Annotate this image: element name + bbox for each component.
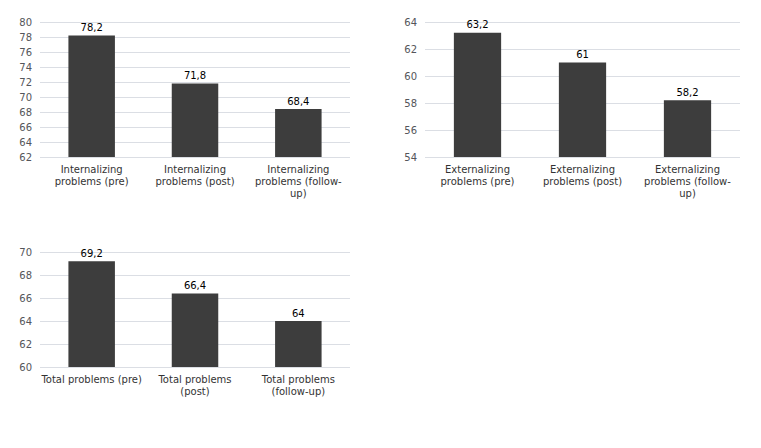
svg-text:64: 64 bbox=[292, 308, 305, 319]
svg-text:66: 66 bbox=[19, 122, 32, 133]
svg-text:up): up) bbox=[290, 188, 307, 199]
svg-text:Total problems: Total problems bbox=[261, 374, 335, 385]
svg-text:60: 60 bbox=[404, 71, 417, 82]
svg-text:up): up) bbox=[679, 188, 696, 199]
svg-text:80: 80 bbox=[19, 17, 32, 28]
svg-text:(post): (post) bbox=[180, 386, 209, 397]
svg-text:Externalizing: Externalizing bbox=[655, 164, 720, 175]
svg-text:64: 64 bbox=[19, 316, 32, 327]
svg-text:58: 58 bbox=[404, 98, 417, 109]
svg-text:62: 62 bbox=[19, 152, 32, 163]
svg-text:problems (pre): problems (pre) bbox=[55, 176, 129, 187]
svg-text:76: 76 bbox=[19, 47, 32, 58]
svg-text:68: 68 bbox=[19, 107, 32, 118]
svg-text:78: 78 bbox=[19, 32, 32, 43]
svg-text:68,4: 68,4 bbox=[287, 96, 309, 107]
svg-text:problems (follow-: problems (follow- bbox=[644, 176, 731, 187]
svg-text:Internalizing: Internalizing bbox=[164, 164, 226, 175]
svg-text:Total problems: Total problems bbox=[157, 374, 231, 385]
svg-text:74: 74 bbox=[19, 62, 32, 73]
svg-text:78,2: 78,2 bbox=[81, 22, 103, 33]
svg-text:Externalizing: Externalizing bbox=[445, 164, 510, 175]
svg-text:Externalizing: Externalizing bbox=[550, 164, 615, 175]
svg-text:64: 64 bbox=[404, 17, 417, 28]
svg-text:62: 62 bbox=[404, 44, 417, 55]
svg-text:Internalizing: Internalizing bbox=[267, 164, 329, 175]
svg-text:(follow-up): (follow-up) bbox=[272, 386, 326, 397]
svg-text:problems (pre): problems (pre) bbox=[441, 176, 515, 187]
svg-text:56: 56 bbox=[404, 125, 417, 136]
svg-text:Internalizing: Internalizing bbox=[61, 164, 123, 175]
svg-text:58,2: 58,2 bbox=[676, 87, 698, 98]
svg-text:71,8: 71,8 bbox=[184, 70, 206, 81]
svg-text:70: 70 bbox=[19, 247, 32, 258]
svg-text:60: 60 bbox=[19, 362, 32, 373]
svg-text:66,4: 66,4 bbox=[184, 280, 206, 291]
svg-text:62: 62 bbox=[19, 339, 32, 350]
svg-text:problems (post): problems (post) bbox=[155, 176, 234, 187]
svg-text:64: 64 bbox=[19, 137, 32, 148]
svg-text:70: 70 bbox=[19, 92, 32, 103]
svg-text:66: 66 bbox=[19, 293, 32, 304]
svg-text:problems (post): problems (post) bbox=[543, 176, 622, 187]
svg-text:72: 72 bbox=[19, 77, 32, 88]
svg-text:69,2: 69,2 bbox=[81, 248, 103, 259]
svg-text:63,2: 63,2 bbox=[466, 19, 488, 30]
svg-text:54: 54 bbox=[404, 152, 417, 163]
svg-text:68: 68 bbox=[19, 270, 32, 281]
svg-text:Total problems (pre): Total problems (pre) bbox=[40, 374, 142, 385]
svg-text:61: 61 bbox=[576, 49, 589, 60]
svg-text:problems (follow-: problems (follow- bbox=[255, 176, 342, 187]
